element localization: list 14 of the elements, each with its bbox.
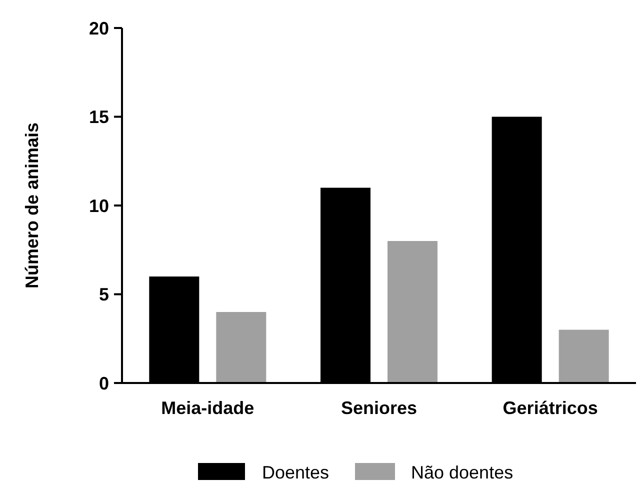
bar bbox=[558, 330, 609, 383]
y-tick-label: 15 bbox=[88, 107, 109, 128]
y-axis-title: Número de animais bbox=[22, 122, 42, 289]
legend-label: Não doentes bbox=[411, 462, 514, 482]
legend-label: Doentes bbox=[262, 462, 330, 482]
y-tick-label: 10 bbox=[88, 196, 109, 216]
y-tick-label: 20 bbox=[88, 18, 109, 38]
bar bbox=[216, 312, 266, 383]
x-tick-label: Seniores bbox=[340, 398, 418, 418]
y-tick-label: 5 bbox=[98, 284, 109, 305]
y-tick-label: 0 bbox=[98, 373, 109, 394]
x-tick-label: Geriátricos bbox=[502, 398, 598, 418]
x-tick-label: Meia-idade bbox=[161, 398, 254, 418]
bar bbox=[388, 241, 438, 383]
